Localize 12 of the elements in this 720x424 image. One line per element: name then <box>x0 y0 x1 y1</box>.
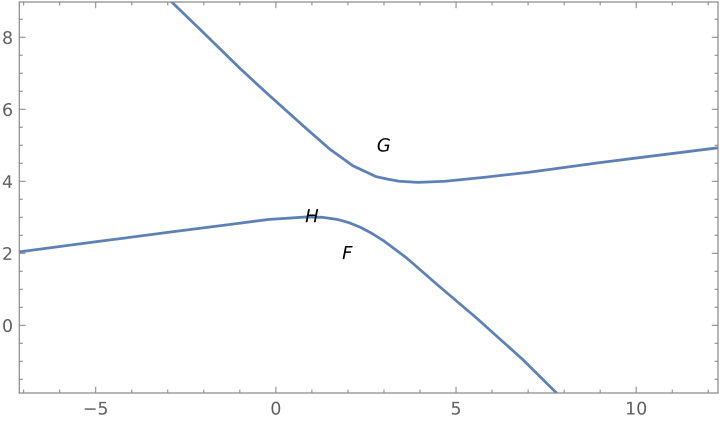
x-tick-label: −5 <box>84 402 107 415</box>
line-series <box>170 2 718 184</box>
y-tick-label: 2 <box>3 247 12 260</box>
annotation: F <box>342 246 353 260</box>
y-tick-label: 4 <box>2 175 12 188</box>
x-tick-label: 10 <box>627 402 646 415</box>
y-tick-label: 0 <box>3 319 12 332</box>
annotation: G <box>378 138 390 152</box>
y-tick-label: 8 <box>3 30 12 44</box>
x-tick-label: 5 <box>452 402 460 415</box>
x-tick-label: 0 <box>271 402 280 415</box>
y-tick-label: 6 <box>3 103 12 116</box>
